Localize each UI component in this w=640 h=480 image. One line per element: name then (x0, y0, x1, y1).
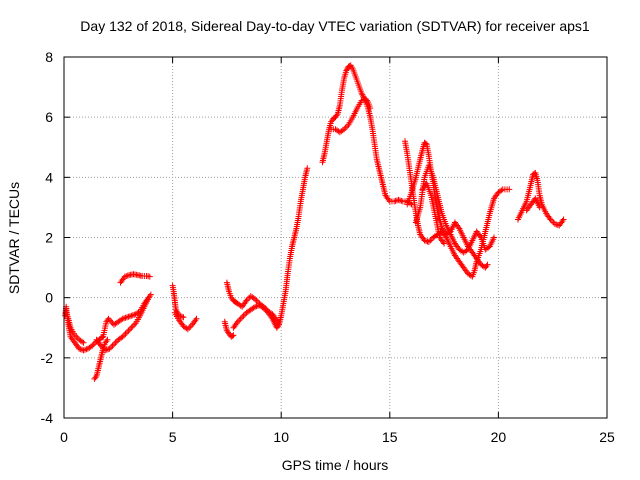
data-point (237, 302, 244, 309)
data-point (128, 312, 135, 319)
data-point (252, 303, 259, 310)
data-point (250, 295, 257, 302)
data-point (361, 96, 368, 103)
y-tick-label: 4 (45, 169, 53, 185)
data-point (358, 97, 365, 104)
data-point (102, 347, 109, 354)
y-tick-label: 0 (45, 290, 53, 306)
data-point (424, 238, 431, 245)
data-point (147, 291, 154, 298)
data-point (146, 273, 153, 280)
data-point (230, 332, 237, 339)
data-point (484, 261, 491, 268)
x-tick-label: 25 (599, 429, 615, 445)
data-point (104, 336, 111, 343)
y-tick-label: 6 (45, 109, 53, 125)
data-point (396, 197, 403, 204)
x-tick-label: 5 (169, 429, 177, 445)
data-point (123, 314, 130, 321)
x-axis-label: GPS time / hours (282, 457, 389, 473)
data-point (551, 220, 558, 227)
data-point (81, 346, 88, 353)
data-point (343, 67, 350, 74)
data-point (193, 315, 200, 322)
data-point (121, 315, 128, 322)
data-point (126, 313, 133, 320)
y-tick-label: -4 (41, 410, 54, 426)
x-tick-label: 0 (60, 429, 68, 445)
data-point (122, 314, 129, 321)
data-point (124, 272, 131, 279)
data-point (179, 313, 186, 320)
data-point (103, 346, 110, 353)
data-points (62, 62, 567, 382)
data-point (87, 343, 94, 350)
y-tick-label: 8 (45, 49, 53, 65)
data-point (77, 346, 84, 353)
data-point (180, 314, 187, 321)
grid-lines (64, 57, 607, 418)
data-point (554, 221, 561, 228)
data-point (367, 105, 374, 112)
chart-title: Day 132 of 2018, Sidereal Day-to-day VTE… (80, 18, 590, 34)
data-point (183, 325, 190, 332)
data-point (125, 313, 132, 320)
y-axis-label: SDTVAR / TECUs (6, 182, 22, 294)
data-point (506, 186, 513, 193)
data-point (259, 304, 266, 311)
data-point (80, 347, 87, 354)
data-point (421, 237, 428, 244)
data-point (80, 339, 87, 346)
data-point (76, 345, 83, 352)
x-tick-label: 15 (382, 429, 398, 445)
data-point (395, 196, 402, 203)
data-point (498, 187, 505, 194)
axis-ticks: 0 5 10 15 20 25 -4 -2 0 2 4 6 8 (41, 49, 615, 445)
data-point (339, 127, 346, 134)
data-point (441, 240, 448, 247)
data-point (344, 66, 351, 73)
data-point (553, 221, 560, 228)
data-point (398, 197, 405, 204)
data-point (491, 234, 498, 241)
y-tick-label: -2 (41, 350, 54, 366)
data-point (119, 315, 126, 322)
data-point (79, 338, 86, 345)
data-point (129, 312, 136, 319)
data-point (360, 97, 367, 104)
data-point (229, 333, 236, 340)
x-tick-label: 10 (273, 429, 289, 445)
data-point (118, 334, 125, 341)
data-point (391, 198, 398, 205)
data-point (480, 263, 487, 270)
x-tick-label: 20 (491, 429, 507, 445)
data-point (536, 204, 543, 211)
data-point (422, 140, 429, 147)
data-point (135, 309, 142, 316)
y-tick-label: 2 (45, 230, 53, 246)
data-point (123, 273, 130, 280)
data-point (121, 273, 128, 280)
data-point (304, 165, 311, 172)
data-point (423, 238, 429, 245)
data-point (392, 197, 399, 204)
data-point (144, 296, 151, 303)
data-point (560, 216, 567, 223)
data-point (255, 302, 262, 309)
